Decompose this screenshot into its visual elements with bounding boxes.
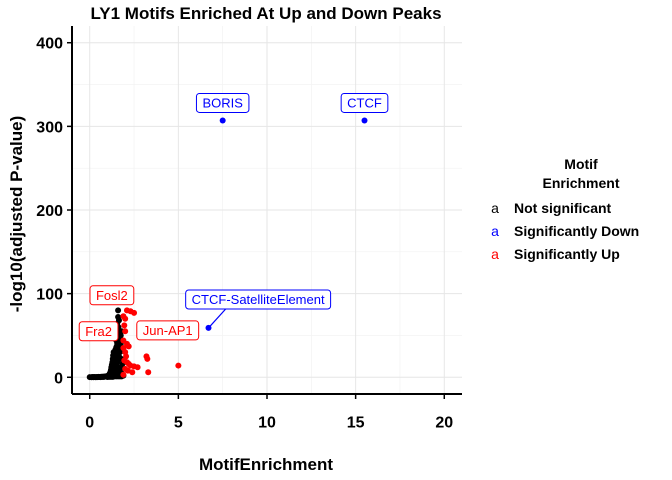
annotation-leader xyxy=(208,308,227,329)
annotation-ctcf: CTCF xyxy=(340,92,389,113)
point-not-significant xyxy=(115,307,122,314)
chart-title: LY1 Motifs Enriched At Up and Down Peaks xyxy=(90,4,441,23)
annotation-label: CTCF xyxy=(347,95,382,110)
annotation-label: Jun-AP1 xyxy=(143,323,193,338)
point-significantly-up xyxy=(175,362,182,369)
annotation-label: Fosl2 xyxy=(96,288,128,303)
annotation-ctcf-satelliteelement: CTCF-SatelliteElement xyxy=(185,289,332,329)
point-not-significant xyxy=(114,348,121,355)
annotation-box xyxy=(89,285,135,306)
y-tick-label: 400 xyxy=(36,36,63,53)
point-significantly-down xyxy=(219,117,226,124)
point-significantly-up xyxy=(145,369,152,376)
annotation-box xyxy=(78,321,119,342)
annotation-label: Fra2 xyxy=(85,324,112,339)
x-axis-title: MotifEnrichment xyxy=(199,455,333,474)
y-tick-label: 100 xyxy=(36,287,63,304)
annotation-label: BORIS xyxy=(202,95,243,110)
data-points xyxy=(86,117,368,381)
x-tick-label: 20 xyxy=(435,414,453,431)
x-tick-label: 10 xyxy=(258,414,276,431)
point-significantly-up xyxy=(131,309,138,316)
point-significantly-down xyxy=(361,117,368,124)
point-not-significant xyxy=(111,357,118,364)
legend-label-not-significant: Not significant xyxy=(514,200,612,216)
annotation-fosl2: Fosl2 xyxy=(89,285,135,306)
annotation-box xyxy=(195,92,250,113)
y-tick-label: 300 xyxy=(36,119,63,136)
y-tick-label: 200 xyxy=(36,203,63,220)
annotation-box xyxy=(340,92,389,113)
annotation-box xyxy=(185,289,332,310)
point-significantly-up xyxy=(122,315,129,322)
point-significantly-up xyxy=(121,322,128,329)
legend-title: Enrichment xyxy=(542,175,619,191)
annotation-jun-ap1: Jun-AP1 xyxy=(136,320,200,341)
legend-title: Motif xyxy=(564,156,598,172)
y-axis-title: -log10(adjusted P-value) xyxy=(7,116,26,312)
x-tick-label: 15 xyxy=(347,414,365,431)
point-significantly-up xyxy=(125,360,132,367)
point-annotations: BORIS CTCF CTCF-SatelliteElement Fosl2 Fra2 J… xyxy=(78,92,389,342)
legend-key-not-significant: a xyxy=(491,200,499,216)
point-significantly-up xyxy=(120,371,127,378)
point-significantly-up xyxy=(122,328,129,335)
point-not-significant xyxy=(115,314,122,321)
annotation-label: CTCF-SatelliteElement xyxy=(192,292,325,307)
point-significantly-up xyxy=(125,343,132,350)
point-significantly-up xyxy=(134,364,141,371)
x-tick-label: 0 xyxy=(85,414,94,431)
legend-label-significantly-up: Significantly Up xyxy=(514,246,620,262)
annotation-fra2: Fra2 xyxy=(78,321,119,342)
point-significantly-up xyxy=(120,345,127,351)
grid xyxy=(72,26,462,394)
legend-key-significantly-down: a xyxy=(491,223,499,239)
point-significantly-up xyxy=(144,355,151,362)
point-significantly-up xyxy=(129,369,136,376)
point-not-significant xyxy=(104,374,111,381)
y-tick-label: 0 xyxy=(54,370,63,387)
annotation-boris: BORIS xyxy=(195,92,250,113)
legend: Motif Enrichment a Not significant a Signific… xyxy=(491,156,639,262)
point-not-significant xyxy=(110,370,117,377)
legend-key-significantly-up: a xyxy=(491,246,499,262)
annotation-box xyxy=(136,320,200,341)
legend-label-significantly-down: Significantly Down xyxy=(514,223,639,239)
x-tick-label: 5 xyxy=(174,414,183,431)
